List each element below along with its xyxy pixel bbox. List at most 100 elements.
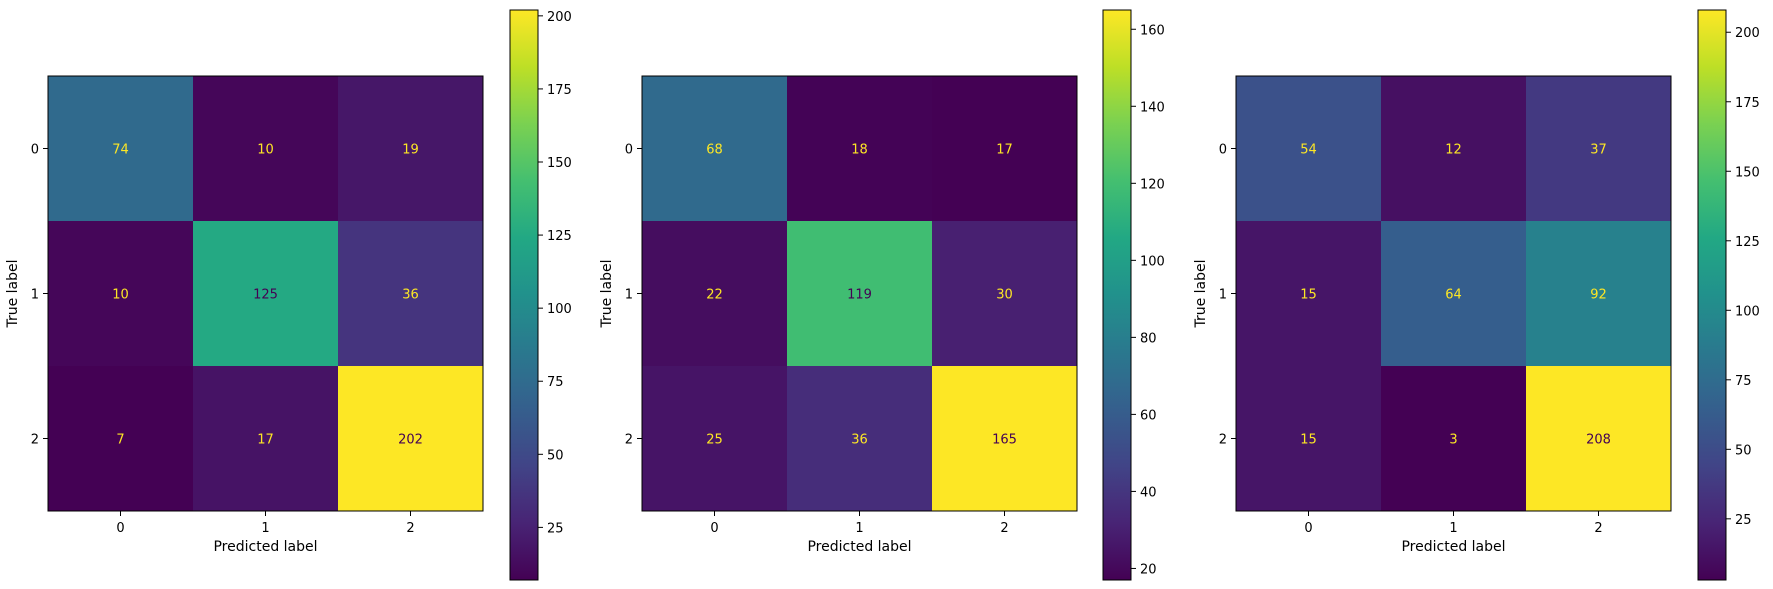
heatmap-cell bbox=[1526, 221, 1671, 366]
heatmap-cell bbox=[193, 76, 338, 221]
cell-value-label: 36 bbox=[851, 433, 868, 448]
colorbar-tick-label: 125 bbox=[547, 229, 572, 244]
colorbar-tick-label: 100 bbox=[1140, 254, 1165, 269]
x-tick-label: 2 bbox=[406, 521, 414, 536]
colorbar: 20 40 60 80 100 120 140 160 bbox=[1102, 9, 1165, 581]
x-tick-label: 0 bbox=[710, 521, 718, 536]
cell-value-label: 54 bbox=[1300, 143, 1317, 158]
colorbar-tick-label: 150 bbox=[1735, 165, 1760, 180]
heatmap-cell bbox=[932, 76, 1077, 221]
heatmap-cell bbox=[642, 76, 787, 221]
heatmap-cell bbox=[193, 221, 338, 366]
y-tick-label: 1 bbox=[1219, 288, 1227, 303]
colorbar-tick-label: 120 bbox=[1140, 177, 1165, 192]
heatmap-cell bbox=[48, 366, 193, 511]
colorbar-tick-label: 175 bbox=[547, 83, 572, 98]
confusion-matrix-panel-1: 74 10 19 10 125 36 7 17 202 0 1 2 0 1 2 Predicted label… bbox=[5, 9, 572, 581]
heatmap-cell bbox=[48, 221, 193, 366]
colorbar-tick-label: 160 bbox=[1140, 23, 1165, 38]
y-axis-label: True label bbox=[1193, 259, 1209, 328]
y-tick-label: 1 bbox=[31, 288, 39, 303]
heatmap-cell bbox=[787, 366, 932, 511]
cell-value-label: 25 bbox=[706, 433, 723, 448]
cell-value-label: 37 bbox=[1590, 143, 1607, 158]
colorbar-tick-label: 75 bbox=[547, 375, 564, 390]
cell-value-label: 19 bbox=[402, 143, 419, 158]
y-tick-label: 2 bbox=[31, 433, 39, 448]
x-tick-label: 0 bbox=[116, 521, 124, 536]
cell-value-label: 7 bbox=[116, 433, 124, 448]
heatmap-cell bbox=[787, 76, 932, 221]
x-tick-label: 0 bbox=[1304, 521, 1312, 536]
cell-value-label: 18 bbox=[851, 143, 868, 158]
colorbar-tick-label: 25 bbox=[1735, 513, 1752, 528]
heatmap-cell bbox=[1236, 221, 1381, 366]
x-tick-label: 1 bbox=[261, 521, 269, 536]
cell-value-label: 15 bbox=[1300, 433, 1317, 448]
colorbar-tick-label: 125 bbox=[1735, 235, 1760, 250]
cell-value-label: 10 bbox=[112, 288, 129, 303]
colorbar-tick-label: 100 bbox=[547, 302, 572, 317]
cell-value-label: 22 bbox=[706, 288, 723, 303]
cell-value-label: 36 bbox=[402, 288, 419, 303]
heatmap-cell bbox=[1381, 76, 1526, 221]
cell-value-label: 10 bbox=[257, 143, 274, 158]
x-tick-label: 1 bbox=[855, 521, 863, 536]
cell-value-label: 64 bbox=[1445, 288, 1462, 303]
colorbar-tick-label: 50 bbox=[1735, 443, 1752, 458]
colorbar-tick-label: 60 bbox=[1140, 408, 1157, 423]
cell-value-label: 119 bbox=[847, 288, 872, 303]
cell-value-label: 17 bbox=[996, 143, 1013, 158]
heatmap-cell bbox=[642, 366, 787, 511]
y-axis-label: True label bbox=[5, 259, 21, 328]
cell-value-label: 208 bbox=[1586, 433, 1611, 448]
heatmap-cell bbox=[642, 221, 787, 366]
cell-value-label: 68 bbox=[706, 143, 723, 158]
cell-value-label: 125 bbox=[253, 288, 278, 303]
cell-value-label: 17 bbox=[257, 433, 274, 448]
colorbar-gradient bbox=[1697, 9, 1727, 581]
heatmap-cell bbox=[787, 221, 932, 366]
colorbar-tick-label: 80 bbox=[1140, 331, 1157, 346]
colorbar-tick-label: 50 bbox=[547, 448, 564, 463]
y-tick-label: 1 bbox=[625, 288, 633, 303]
x-tick-label: 1 bbox=[1449, 521, 1457, 536]
cell-value-label: 12 bbox=[1445, 143, 1462, 158]
colorbar-tick-label: 140 bbox=[1140, 100, 1165, 115]
heatmap-cell bbox=[193, 366, 338, 511]
colorbar-tick-label: 175 bbox=[1735, 96, 1760, 111]
heatmap-cell bbox=[1526, 366, 1671, 511]
cell-value-label: 202 bbox=[398, 433, 423, 448]
y-tick-label: 0 bbox=[625, 143, 633, 158]
cell-value-label: 30 bbox=[996, 288, 1013, 303]
cell-value-label: 15 bbox=[1300, 288, 1317, 303]
y-tick-label: 2 bbox=[1219, 433, 1227, 448]
colorbar-tick-label: 100 bbox=[1735, 304, 1760, 319]
heatmap-cell bbox=[1236, 76, 1381, 221]
colorbar: 25 50 75 100 125 150 175 200 bbox=[1697, 9, 1760, 581]
heatmap-cell bbox=[1381, 221, 1526, 366]
colorbar-gradient bbox=[509, 9, 539, 581]
colorbar-tick-label: 150 bbox=[547, 156, 572, 171]
colorbar: 25 50 75 100 125 150 175 200 bbox=[509, 9, 572, 581]
cell-value-label: 74 bbox=[112, 143, 129, 158]
heatmap-cell bbox=[1381, 366, 1526, 511]
heatmap-cell bbox=[338, 366, 483, 511]
heatmap-cell bbox=[932, 221, 1077, 366]
heatmap-cell bbox=[48, 76, 193, 221]
colorbar-gradient bbox=[1102, 9, 1132, 581]
x-axis-label: Predicted label bbox=[1401, 539, 1505, 555]
x-axis-label: Predicted label bbox=[213, 539, 317, 555]
heatmap-cell bbox=[932, 366, 1077, 511]
heatmap-cell bbox=[338, 221, 483, 366]
cell-value-label: 92 bbox=[1590, 288, 1607, 303]
colorbar-tick-label: 200 bbox=[547, 10, 572, 25]
heatmap-cell bbox=[1526, 76, 1671, 221]
heatmap-cell bbox=[338, 76, 483, 221]
x-tick-label: 2 bbox=[1594, 521, 1602, 536]
colorbar-tick-label: 20 bbox=[1140, 562, 1157, 577]
x-axis-label: Predicted label bbox=[807, 539, 911, 555]
